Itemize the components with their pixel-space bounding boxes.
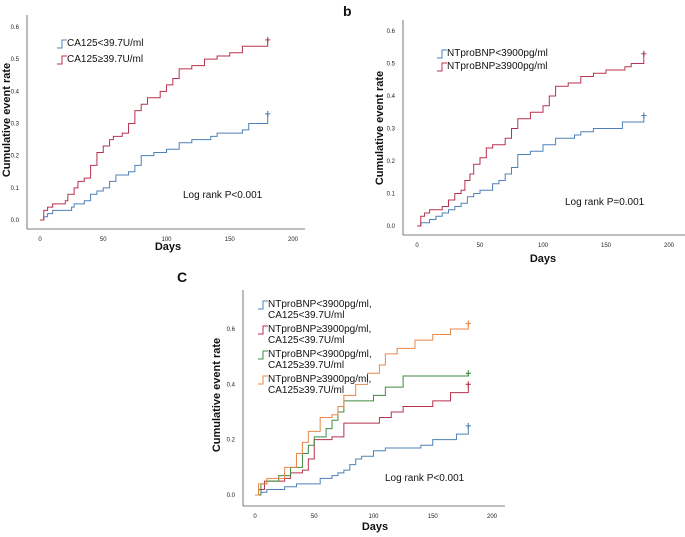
legend-label: CA125<39.7U/ml xyxy=(67,38,143,49)
legend-swatch xyxy=(258,325,268,335)
legend-swatch xyxy=(258,350,268,360)
y-tick-label: 0.4 xyxy=(11,89,20,95)
x-tick-label: 50 xyxy=(100,237,107,243)
x-tick-label: 100 xyxy=(368,514,379,520)
y-tick-label: 0.2 xyxy=(11,154,20,160)
censor-mark xyxy=(641,112,647,119)
y-tick-label: 0.2 xyxy=(387,159,396,165)
x-tick-label: 200 xyxy=(288,237,299,243)
y-tick-label: 0.3 xyxy=(11,122,20,128)
censor-mark xyxy=(265,36,271,43)
x-axis-label: Days xyxy=(155,241,181,253)
y-tick-label: 0.6 xyxy=(227,327,236,333)
y-tick-label: 0.5 xyxy=(11,57,20,63)
y-tick-label: 0.0 xyxy=(227,493,236,499)
censor-mark xyxy=(641,50,647,57)
censor-mark xyxy=(265,110,271,117)
x-axis-label: Days xyxy=(362,521,388,533)
legend-swatch xyxy=(57,55,67,65)
panel-label: C xyxy=(177,269,187,285)
legend-swatch xyxy=(258,375,268,385)
legend-label: CA125<39.7U/ml xyxy=(268,310,344,321)
legend-label: NTproBNP<3900pg/ml, xyxy=(268,299,372,310)
x-tick-label: 0 xyxy=(415,243,419,249)
x-axis-label: Days xyxy=(530,253,556,265)
legend-label: CA125≥39.7U/ml xyxy=(67,54,143,65)
y-axis-label: Cumulative event rate xyxy=(1,63,13,177)
y-tick-label: 0.1 xyxy=(11,186,20,192)
y-tick-label: 0.0 xyxy=(11,218,20,224)
panel-2: 0 50 100 150 200 0.0 0.1 0.2 0.3 0.4 0.5 0.6 Days Cum… xyxy=(343,3,685,265)
x-tick-label: 100 xyxy=(161,237,172,243)
censor-mark xyxy=(465,422,471,429)
x-tick-label: 150 xyxy=(225,237,236,243)
legend-swatch xyxy=(258,300,268,310)
km-curve-series-4 xyxy=(255,323,469,496)
y-tick-label: 0.2 xyxy=(227,438,236,444)
log-rank-annotation: Log rank P<0.001 xyxy=(183,190,263,201)
log-rank-annotation: Log rank P<0.001 xyxy=(385,473,465,484)
km-curve-series-1 xyxy=(255,425,469,496)
legend-swatch xyxy=(437,49,447,59)
km-curve-series-1 xyxy=(417,115,645,227)
legend-swatch xyxy=(437,62,447,72)
x-tick-label: 200 xyxy=(664,243,675,249)
y-tick-label: 0.4 xyxy=(227,382,236,388)
legend-swatch xyxy=(57,39,67,49)
y-tick-label: 0.1 xyxy=(387,192,396,198)
y-tick-label: 0.6 xyxy=(11,25,20,31)
x-tick-label: 0 xyxy=(253,514,257,520)
x-tick-label: 200 xyxy=(487,514,498,520)
legend-label: NTproBNP<3900pg/ml, xyxy=(268,349,372,360)
x-tick-label: 0 xyxy=(38,237,42,243)
y-tick-label: 0.6 xyxy=(387,29,396,35)
panel-3: 0 50 100 150 200 0.0 0.2 0.4 0.6 Days Cumulative e… xyxy=(177,269,505,533)
legend-label: NTproBNP≥3900pg/ml, xyxy=(268,324,371,335)
legend-label: NTproBNP<3900pg/ml xyxy=(447,48,548,59)
y-tick-label: 0.0 xyxy=(387,224,396,230)
x-tick-label: 50 xyxy=(311,514,318,520)
panel-label: b xyxy=(343,3,352,19)
legend-label: NTproBNP≥3900pg/ml, xyxy=(268,374,371,385)
km-curve-series-1 xyxy=(40,113,269,221)
x-tick-label: 150 xyxy=(601,243,612,249)
y-axis-label: Cumulative event rate xyxy=(374,71,386,185)
legend-label: NTproBNP≥3900pg/ml xyxy=(447,61,548,72)
censor-mark xyxy=(465,381,471,388)
km-curve-series-2 xyxy=(417,53,645,227)
x-tick-label: 100 xyxy=(538,243,549,249)
y-tick-label: 0.3 xyxy=(387,127,396,133)
legend-label: CA125≥39.7U/ml xyxy=(268,385,344,396)
y-tick-label: 0.5 xyxy=(387,62,396,68)
legend-label: CA125≥39.7U/ml xyxy=(268,360,344,371)
km-curve-series-2 xyxy=(40,39,269,221)
x-tick-label: 50 xyxy=(477,243,484,249)
censor-mark xyxy=(465,320,471,327)
y-axis-label: Cumulative event rate xyxy=(211,338,223,452)
km-curve-series-2 xyxy=(255,384,469,496)
y-tick-label: 0.4 xyxy=(387,94,396,100)
censor-mark xyxy=(465,370,471,377)
log-rank-annotation: Log rank P=0.001 xyxy=(565,197,645,208)
legend-label: CA125<39.7U/ml xyxy=(268,335,344,346)
km-curve-series-3 xyxy=(255,373,469,496)
x-tick-label: 150 xyxy=(428,514,439,520)
panel-1: 0 50 100 150 200 0.0 0.1 0.2 0.3 0.4 0.5 0.6 Days Cum… xyxy=(1,15,305,253)
